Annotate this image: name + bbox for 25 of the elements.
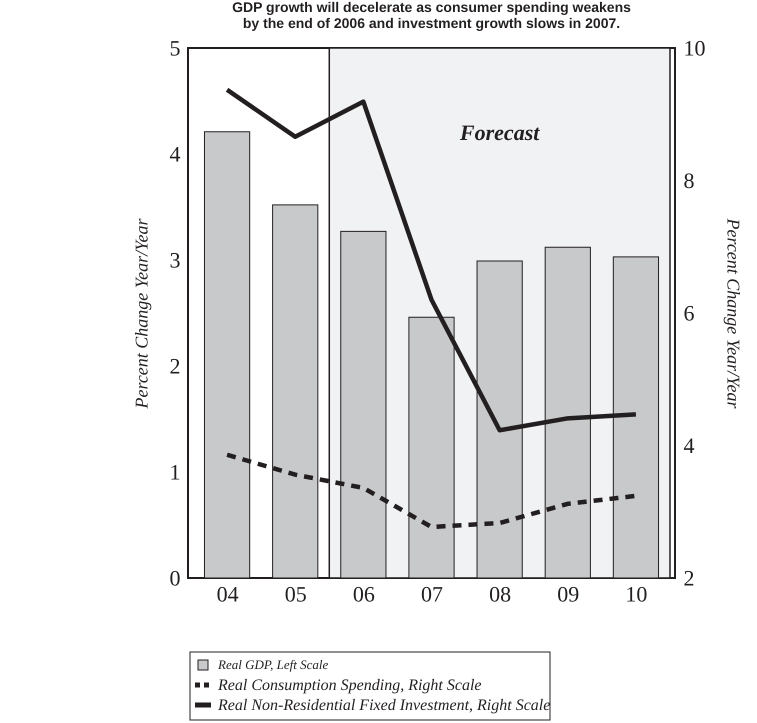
y2-tick-label: 4 [684, 433, 694, 458]
y-tick-label: 4 [170, 142, 180, 166]
y-axis-title: Percent Change Year/Year [132, 218, 152, 410]
y2-tick-label: 10 [684, 36, 706, 60]
band-label: Forecast [458, 120, 540, 145]
legend-label: Real GDP, Left Scale [217, 657, 328, 672]
x-tick-label: 09 [557, 582, 580, 606]
x-tick-label: 10 [625, 582, 648, 606]
x-tick-label: 08 [489, 582, 512, 606]
y2-tick-label: 6 [684, 300, 694, 326]
x-tick-label: 06 [352, 582, 375, 606]
y2-tick-label: 2 [684, 566, 694, 590]
y2-tick-label: 8 [684, 168, 694, 193]
y-tick-label: 3 [170, 248, 180, 272]
legend-label: Real Non-Residential Fixed Investment, Right Scale [217, 697, 550, 714]
y2-axis-title: Percent Change Year/Year [724, 217, 744, 410]
y-tick-label: 2 [170, 354, 180, 378]
x-tick-label: 04 [216, 582, 239, 606]
y-tick-label: 5 [170, 36, 180, 60]
y-tick-label: 1 [170, 460, 180, 484]
legend-label: Real Consumption Spending, Right Scale [217, 677, 482, 694]
chart-title: GDP growth will decelerate as consumer spending weakens by the end of 2006 and investment growth slows in 2007. [232, 0, 632, 31]
x-tick-label: 07 [421, 582, 443, 606]
x-tick-label: 05 [284, 582, 307, 606]
y-tick-label: 0 [170, 566, 180, 590]
